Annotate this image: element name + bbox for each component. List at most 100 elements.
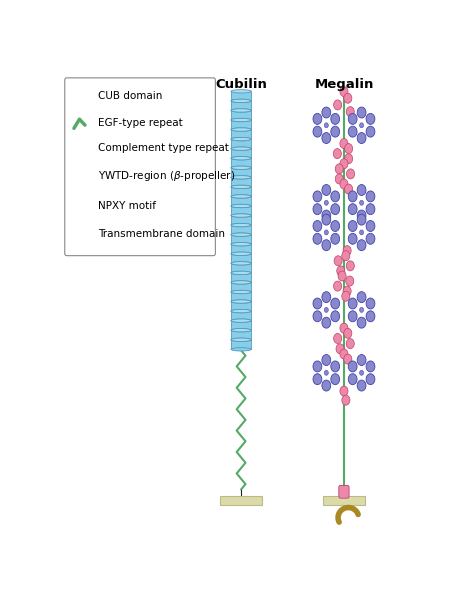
Ellipse shape	[231, 99, 251, 102]
Circle shape	[331, 361, 340, 372]
Bar	[231, 311, 251, 321]
Ellipse shape	[231, 271, 251, 275]
Circle shape	[360, 123, 364, 128]
Circle shape	[344, 329, 352, 338]
Ellipse shape	[231, 128, 251, 131]
Circle shape	[331, 126, 340, 137]
Text: CUB domain: CUB domain	[98, 91, 162, 101]
Text: Megalin: Megalin	[314, 78, 374, 91]
Ellipse shape	[231, 118, 251, 122]
Circle shape	[313, 298, 322, 309]
Circle shape	[334, 281, 342, 291]
Circle shape	[344, 93, 352, 103]
Bar	[231, 187, 251, 197]
Circle shape	[331, 204, 340, 215]
Circle shape	[334, 256, 342, 266]
Circle shape	[357, 210, 366, 221]
Circle shape	[313, 204, 322, 215]
Circle shape	[366, 126, 375, 137]
Ellipse shape	[231, 214, 251, 217]
Ellipse shape	[231, 137, 251, 141]
Circle shape	[357, 214, 366, 225]
Ellipse shape	[231, 290, 251, 294]
Circle shape	[342, 395, 350, 405]
Circle shape	[357, 107, 366, 118]
Ellipse shape	[231, 176, 251, 179]
Text: Complement type repeat: Complement type repeat	[98, 143, 228, 153]
Bar	[231, 263, 251, 273]
Text: Cubilin: Cubilin	[215, 78, 267, 91]
Circle shape	[313, 311, 322, 322]
Circle shape	[366, 204, 375, 215]
FancyBboxPatch shape	[74, 227, 84, 240]
Circle shape	[335, 174, 343, 184]
Circle shape	[348, 204, 357, 215]
Circle shape	[322, 317, 331, 328]
Circle shape	[340, 86, 348, 96]
Circle shape	[324, 307, 328, 313]
Ellipse shape	[231, 243, 251, 246]
Ellipse shape	[231, 147, 251, 150]
Bar	[231, 273, 251, 282]
Circle shape	[331, 311, 340, 322]
Ellipse shape	[231, 329, 251, 332]
Bar	[231, 330, 251, 340]
Circle shape	[75, 184, 84, 195]
Circle shape	[357, 292, 366, 303]
Circle shape	[360, 371, 364, 375]
Circle shape	[340, 159, 348, 169]
Bar	[231, 206, 251, 215]
Ellipse shape	[231, 300, 251, 303]
Circle shape	[360, 230, 364, 235]
Ellipse shape	[231, 233, 251, 236]
Bar	[73, 89, 86, 103]
Circle shape	[340, 386, 348, 396]
Circle shape	[324, 230, 328, 235]
Ellipse shape	[231, 319, 251, 322]
Ellipse shape	[231, 233, 251, 236]
Circle shape	[84, 165, 93, 175]
Ellipse shape	[231, 338, 251, 342]
Circle shape	[348, 126, 357, 137]
Ellipse shape	[231, 271, 251, 275]
Ellipse shape	[231, 147, 251, 150]
Circle shape	[348, 191, 357, 202]
Circle shape	[348, 233, 357, 244]
Ellipse shape	[231, 262, 251, 265]
Circle shape	[322, 240, 331, 250]
Bar	[323, 496, 365, 506]
Bar	[231, 168, 251, 178]
Bar	[231, 149, 251, 158]
Bar	[231, 111, 251, 120]
Circle shape	[346, 261, 355, 271]
Ellipse shape	[231, 300, 251, 303]
Circle shape	[343, 286, 351, 296]
Ellipse shape	[231, 185, 251, 189]
Circle shape	[331, 114, 340, 124]
Ellipse shape	[231, 243, 251, 246]
Bar	[231, 197, 251, 206]
Ellipse shape	[231, 262, 251, 265]
Ellipse shape	[231, 310, 251, 313]
Circle shape	[340, 323, 348, 333]
Circle shape	[75, 158, 84, 169]
Ellipse shape	[231, 166, 251, 169]
FancyBboxPatch shape	[339, 485, 349, 498]
Bar	[231, 130, 251, 139]
Ellipse shape	[231, 185, 251, 188]
Bar	[231, 282, 251, 292]
Circle shape	[366, 361, 375, 372]
Ellipse shape	[231, 118, 251, 122]
Circle shape	[348, 221, 357, 231]
Ellipse shape	[231, 195, 251, 198]
Text: Transmembrane domain: Transmembrane domain	[98, 229, 225, 239]
Circle shape	[334, 100, 342, 110]
Ellipse shape	[231, 128, 251, 131]
Ellipse shape	[231, 281, 251, 284]
Circle shape	[322, 355, 331, 365]
Text: YWTD-region ($\beta$-propeller): YWTD-region ($\beta$-propeller)	[98, 169, 235, 184]
Circle shape	[360, 200, 364, 205]
Circle shape	[346, 169, 355, 179]
Circle shape	[77, 174, 82, 179]
Circle shape	[322, 185, 331, 195]
